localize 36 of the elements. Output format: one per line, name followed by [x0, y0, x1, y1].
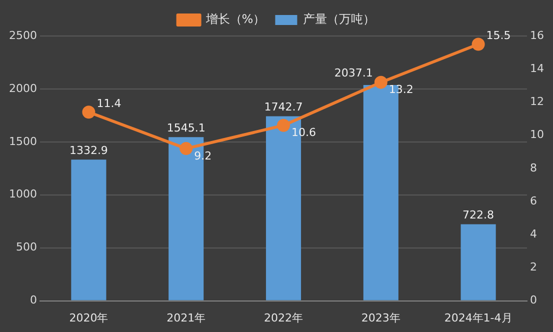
- y-tick-label: 2000: [8, 82, 37, 95]
- point: [374, 76, 388, 89]
- data-label: 1742.7: [264, 100, 303, 114]
- y-tick-label: 0: [30, 294, 37, 307]
- y2-tick-label: 12: [530, 95, 544, 108]
- y2-tick-label: 16: [530, 28, 544, 42]
- data-label: 722.8: [462, 208, 494, 222]
- data-label: 11.4: [96, 96, 122, 110]
- data-label: 1545.1: [166, 122, 206, 134]
- x-tick-label: 2024年1-4月: [444, 311, 512, 324]
- y2-tick-label: 14: [530, 62, 544, 75]
- x-tick-label: 2021年: [166, 311, 206, 324]
- x-tick-label: 2020年: [69, 311, 108, 324]
- point: [472, 38, 485, 51]
- y2-tick-label: 0: [530, 294, 538, 307]
- y2-tick-label: 4: [530, 227, 538, 240]
- data-label: 2037.1: [334, 66, 373, 80]
- y2-tick-label: 2: [530, 260, 538, 274]
- bar: [71, 160, 106, 300]
- data-label: 15.5: [486, 29, 511, 42]
- data-label: 1332.9: [69, 144, 108, 157]
- y-tick-label: 500: [16, 240, 37, 254]
- y2-tick-label: 10: [530, 128, 544, 142]
- y2-tick-label: 6: [530, 194, 538, 208]
- point: [277, 118, 290, 132]
- point: [82, 106, 96, 119]
- y2-tick-label: 8: [530, 161, 538, 174]
- y-tick-label: 1500: [8, 134, 37, 148]
- point: [180, 142, 193, 156]
- y-tick-label: 2500: [8, 28, 37, 42]
- bar: [460, 224, 496, 300]
- x-tick-label: 2023年: [361, 311, 400, 324]
- legend-label: 产量（万吨）: [303, 12, 376, 26]
- x-tick-label: 2022年: [264, 311, 303, 324]
- y-tick-label: 1000: [8, 188, 37, 201]
- legend-label: 增长（%）: [204, 12, 266, 26]
